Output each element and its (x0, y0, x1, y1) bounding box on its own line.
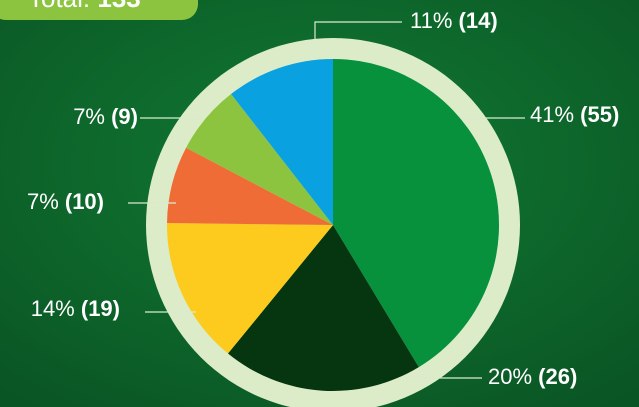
pie-slice (167, 223, 333, 354)
slice-label: 41% (55) (530, 102, 619, 127)
pie-slice (167, 147, 333, 225)
value-label: (14) (459, 8, 498, 33)
slice-label: 7% (9) (73, 104, 138, 129)
percent-label: 14% (31, 296, 75, 321)
percent-label: 7% (27, 189, 59, 214)
pie-slice (227, 225, 419, 391)
percent-label: 41% (530, 102, 574, 127)
leader-line (314, 21, 402, 60)
slice-label: 7% (10) (27, 189, 104, 214)
percent-label: 20% (488, 364, 532, 389)
percent-label: 7% (73, 104, 105, 129)
value-label: (9) (111, 104, 138, 129)
pie-slice (186, 94, 333, 225)
value-label: (55) (580, 102, 619, 127)
percent-label: 11% (410, 8, 452, 33)
slice-label: 14% (19) (31, 296, 120, 321)
total-label: Total: (28, 0, 90, 13)
pie-slice (231, 59, 333, 225)
slice-label: 11% (14) (410, 8, 498, 33)
pie (167, 59, 500, 391)
value-label: (10) (65, 189, 104, 214)
pie-slice (333, 59, 500, 368)
total-value: 133 (97, 0, 140, 13)
labels: 41% (55)20% (26)14% (19)7% (10)7% (9)11%… (27, 8, 619, 389)
value-label: (26) (538, 364, 577, 389)
total: Total: 133 (28, 0, 141, 13)
value-label: (19) (81, 296, 120, 321)
slice-label: 20% (26) (488, 364, 577, 389)
total-badge (0, 0, 198, 20)
